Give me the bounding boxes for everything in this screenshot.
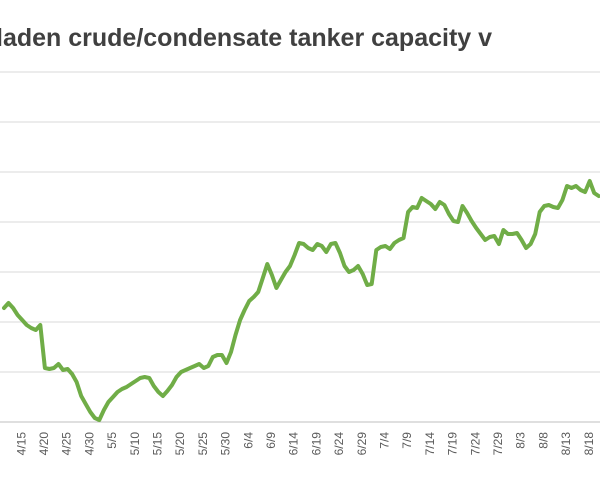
x-tick-label: 7/14 (423, 432, 437, 456)
x-tick-label: 8/13 (559, 432, 573, 456)
x-tick-label: 6/24 (332, 432, 346, 456)
x-tick-label: 5/10 (128, 432, 142, 456)
x-tick-label: 7/19 (446, 432, 460, 456)
x-tick-label: 6/19 (309, 432, 323, 456)
x-tick-label: 8/8 (536, 432, 550, 449)
x-tick-label: 5/30 (219, 432, 233, 456)
x-tick-label: 8/18 (582, 432, 596, 456)
data-line (2, 179, 600, 422)
x-tick-label: 7/24 (468, 432, 482, 456)
x-tick-label: 5/15 (151, 432, 165, 456)
x-tick-label: 7/9 (400, 432, 414, 449)
x-tick-label: 8/3 (514, 432, 528, 449)
x-tick-label: 5/25 (196, 432, 210, 456)
x-tick-label: 4/20 (37, 432, 51, 456)
x-tick-label: 4/15 (14, 432, 28, 456)
x-tick-label: 6/4 (241, 432, 255, 449)
x-tick-label: 7/29 (491, 432, 505, 456)
x-tick-label: 4/25 (60, 432, 74, 456)
x-tick-label: 6/9 (264, 432, 278, 449)
chart-title: laden crude/condensate tanker capacity v (0, 24, 492, 52)
x-tick-label: 6/29 (355, 432, 369, 456)
x-tick-label: 4/30 (82, 432, 96, 456)
x-tick-label: 6/14 (287, 432, 301, 456)
x-tick-label: 5/20 (173, 432, 187, 456)
x-tick-label: 5/5 (105, 432, 119, 449)
x-tick-label: 7/4 (378, 432, 392, 449)
